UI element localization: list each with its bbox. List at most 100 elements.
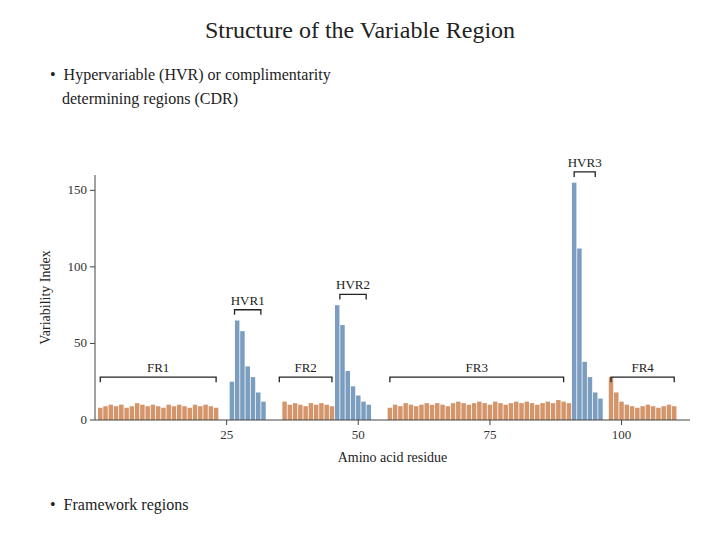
bar <box>535 405 539 420</box>
x-tick-label: 25 <box>220 427 233 442</box>
bar <box>235 320 239 420</box>
bar <box>551 403 555 420</box>
bar <box>330 406 334 420</box>
y-tick <box>90 343 95 344</box>
bar <box>435 403 439 420</box>
bar <box>346 371 350 420</box>
bar <box>667 405 671 420</box>
bar <box>282 402 286 420</box>
bar <box>630 406 634 420</box>
bar <box>503 405 507 420</box>
bar <box>340 325 344 420</box>
bar <box>567 403 571 420</box>
x-tick-label: 75 <box>483 427 496 442</box>
bar <box>614 392 618 420</box>
bar <box>424 403 428 420</box>
bar <box>251 377 255 420</box>
bar <box>98 408 102 420</box>
bar <box>467 405 471 420</box>
x-tick <box>621 420 622 425</box>
bar <box>446 406 450 420</box>
y-tick <box>90 420 95 421</box>
bar <box>582 362 586 420</box>
bar <box>609 377 613 420</box>
bars <box>98 183 676 420</box>
x-axis <box>95 420 690 421</box>
x-tick-label: 50 <box>352 427 365 442</box>
x-axis-label: Amino acid residue <box>338 450 448 465</box>
bar <box>356 396 360 421</box>
bracket <box>100 377 216 382</box>
y-tick <box>90 190 95 191</box>
bar <box>177 405 181 420</box>
bar <box>472 403 476 420</box>
bar <box>477 402 481 420</box>
bar <box>440 405 444 420</box>
bar <box>482 403 486 420</box>
bar <box>135 403 139 420</box>
bar <box>414 406 418 420</box>
bar <box>103 406 107 420</box>
x-tick <box>489 420 490 425</box>
bar <box>256 392 260 420</box>
bar <box>182 406 186 420</box>
bar <box>172 406 176 420</box>
bar <box>351 386 355 420</box>
bar <box>519 403 523 420</box>
bar <box>245 366 249 420</box>
bar <box>419 405 423 420</box>
bracket <box>279 377 332 382</box>
chart: Structure of the Variable Region• Hyperv… <box>0 0 720 540</box>
bar <box>398 406 402 420</box>
y-tick-label: 50 <box>74 335 87 350</box>
bar <box>156 406 160 420</box>
bar <box>393 405 397 420</box>
bar <box>530 403 534 420</box>
bar <box>572 183 576 420</box>
bar <box>145 406 149 420</box>
bracket <box>340 294 366 299</box>
bar <box>335 305 339 420</box>
bar <box>293 403 297 420</box>
bar <box>230 382 234 420</box>
caption: • Framework regions <box>50 496 188 514</box>
bar <box>588 377 592 420</box>
bar <box>324 405 328 420</box>
bar <box>451 403 455 420</box>
bar <box>561 402 565 420</box>
bar <box>619 402 623 420</box>
bar <box>161 408 165 420</box>
x-tick <box>226 420 227 425</box>
bracket-label: HVR2 <box>336 277 370 292</box>
bar <box>540 403 544 420</box>
bar <box>151 405 155 420</box>
bracket-label: FR1 <box>147 360 169 375</box>
x-tick <box>358 420 359 425</box>
bar <box>309 403 313 420</box>
bracket-label: HVR3 <box>568 155 602 170</box>
bar <box>188 408 192 420</box>
bar <box>367 405 371 420</box>
bar <box>635 408 639 420</box>
y-axis-label: Variability Index <box>38 250 53 344</box>
bar <box>288 405 292 420</box>
bar <box>493 402 497 420</box>
y-tick <box>90 266 95 267</box>
bar <box>119 405 123 420</box>
bracket-label: FR2 <box>294 360 316 375</box>
bar <box>214 408 218 420</box>
title: Structure of the Variable Region <box>205 17 515 43</box>
bracket <box>574 172 595 177</box>
bar <box>456 402 460 420</box>
bracket-label: HVR1 <box>231 293 265 308</box>
bar <box>651 406 655 420</box>
y-tick-label: 0 <box>81 412 88 427</box>
bar <box>514 402 518 420</box>
bracket <box>611 377 674 382</box>
bar <box>640 406 644 420</box>
bracket <box>390 377 564 382</box>
bar <box>646 405 650 420</box>
x-tick-label: 100 <box>612 427 632 442</box>
bar <box>240 331 244 420</box>
subtitle: determining regions (CDR) <box>50 90 238 108</box>
